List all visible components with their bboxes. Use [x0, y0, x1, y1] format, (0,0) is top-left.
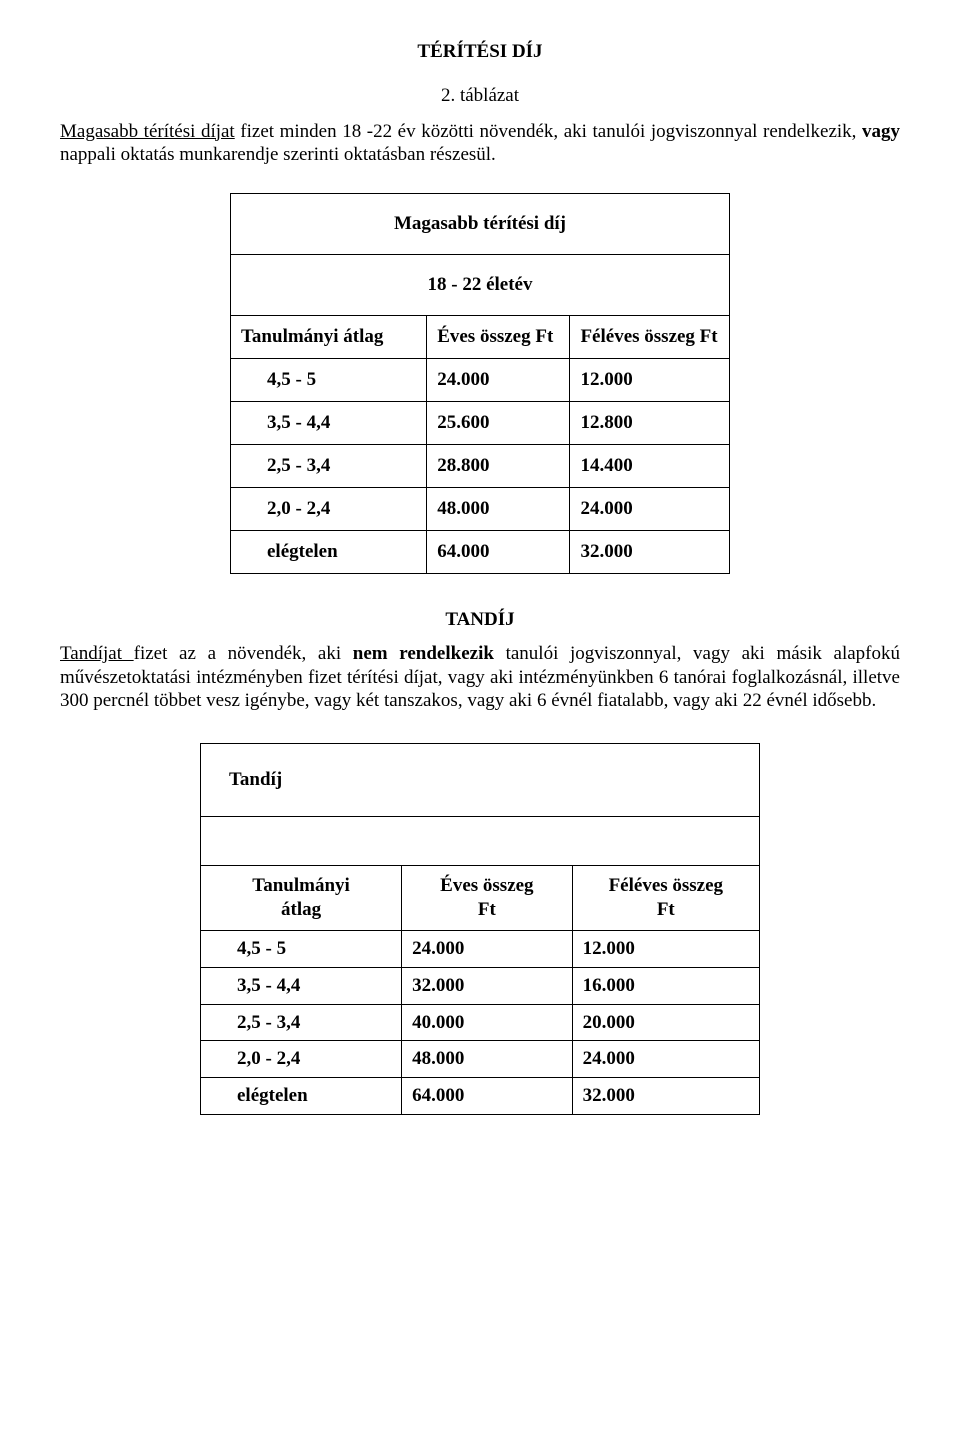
- table-row: 3,5 - 4,425.60012.800: [231, 402, 730, 445]
- intro-paragraph-1: Magasabb térítési díjat fizet minden 18 …: [60, 120, 900, 168]
- t1-r2c1: 2,5 - 3,4: [231, 445, 427, 488]
- t2-h3a: Féléves összeg: [609, 875, 723, 896]
- t2-h1: Tanulmányi átlag: [201, 866, 402, 931]
- t1-r0c2: 24.000: [427, 359, 570, 402]
- t1-r2c3: 14.400: [570, 445, 730, 488]
- page-title: TÉRÍTÉSI DÍJ: [60, 40, 900, 64]
- t2-r0c3: 12.000: [572, 931, 759, 968]
- fee-table-2: Tandíj Tanulmányi átlag Éves összeg Ft F…: [200, 743, 760, 1115]
- table2-wrap: Tandíj Tanulmányi átlag Éves összeg Ft F…: [60, 743, 900, 1115]
- t1-r4c1: elégtelen: [231, 531, 427, 574]
- intro2-plain1: fizet az a növendék, aki: [134, 643, 353, 664]
- table-row: 2,0 - 2,448.00024.000: [231, 488, 730, 531]
- table-row: 2,5 - 3,428.80014.400: [231, 445, 730, 488]
- table-row: 2,5 - 3,440.00020.000: [201, 1004, 760, 1041]
- t2-h2b: Ft: [478, 899, 496, 920]
- t2-r0c1: 4,5 - 5: [201, 931, 402, 968]
- t1-r0c1: 4,5 - 5: [231, 359, 427, 402]
- t2-r3c3: 24.000: [572, 1041, 759, 1078]
- table-row: 4,5 - 524.00012.000: [201, 931, 760, 968]
- t2-r1c2: 32.000: [402, 967, 573, 1004]
- t2-h1a: Tanulmányi: [252, 875, 350, 896]
- t2-caption: Tandíj: [201, 744, 760, 817]
- table-row: elégtelen64.00032.000: [231, 531, 730, 574]
- table-row: 3,5 - 4,432.00016.000: [201, 967, 760, 1004]
- intro1-bold: vagy: [862, 121, 900, 142]
- t2-h1b: átlag: [281, 899, 321, 920]
- intro1-tail: nappali oktatás munkarendje szerinti okt…: [60, 144, 496, 165]
- t1-r1c2: 25.600: [427, 402, 570, 445]
- table-row: 4,5 - 524.00012.000: [231, 359, 730, 402]
- t2-r4c1: elégtelen: [201, 1078, 402, 1115]
- t2-r4c3: 32.000: [572, 1078, 759, 1115]
- intro-paragraph-2: Tandíjat fizet az a növendék, aki nem re…: [60, 642, 900, 713]
- t2-h3b: Ft: [657, 899, 675, 920]
- t2-h2a: Éves összeg: [440, 875, 533, 896]
- t2-h2: Éves összeg Ft: [402, 866, 573, 931]
- intro1-mid: fizet minden 18 -22 év közötti növendék,…: [235, 121, 862, 142]
- t1-r4c2: 64.000: [427, 531, 570, 574]
- table1-wrap: Magasabb térítési díj 18 - 22 életév Tan…: [60, 193, 900, 574]
- page: TÉRÍTÉSI DÍJ 2. táblázat Magasabb téríté…: [0, 0, 960, 1209]
- t2-r0c2: 24.000: [402, 931, 573, 968]
- t1-h2: Éves összeg Ft: [427, 316, 570, 359]
- section-title-tandij: TANDÍJ: [60, 608, 900, 632]
- t2-r4c2: 64.000: [402, 1078, 573, 1115]
- intro2-underline: Tandíjat: [60, 643, 134, 664]
- t2-h3: Féléves összeg Ft: [572, 866, 759, 931]
- t1-r1c3: 12.800: [570, 402, 730, 445]
- table-row: 2,0 - 2,448.00024.000: [201, 1041, 760, 1078]
- intro1-underline: Magasabb térítési díjat: [60, 121, 235, 142]
- table-row: elégtelen64.00032.000: [201, 1078, 760, 1115]
- t2-r2c3: 20.000: [572, 1004, 759, 1041]
- t2-r1c1: 3,5 - 4,4: [201, 967, 402, 1004]
- t1-r0c3: 12.000: [570, 359, 730, 402]
- t1-h3: Féléves összeg Ft: [570, 316, 730, 359]
- t1-r3c1: 2,0 - 2,4: [231, 488, 427, 531]
- t1-r3c3: 24.000: [570, 488, 730, 531]
- t2-r3c1: 2,0 - 2,4: [201, 1041, 402, 1078]
- t1-r2c2: 28.800: [427, 445, 570, 488]
- t1-r4c3: 32.000: [570, 531, 730, 574]
- t2-r3c2: 48.000: [402, 1041, 573, 1078]
- t2-blank: [201, 817, 760, 866]
- t2-r1c3: 16.000: [572, 967, 759, 1004]
- t1-caption: Magasabb térítési díj: [231, 194, 730, 255]
- t2-r2c1: 2,5 - 3,4: [201, 1004, 402, 1041]
- fee-table-1: Magasabb térítési díj 18 - 22 életév Tan…: [230, 193, 730, 574]
- t1-r1c1: 3,5 - 4,4: [231, 402, 427, 445]
- t2-r2c2: 40.000: [402, 1004, 573, 1041]
- t1-r3c2: 48.000: [427, 488, 570, 531]
- t1-h1: Tanulmányi átlag: [231, 316, 427, 359]
- intro2-bold: nem rendelkezik: [353, 643, 494, 664]
- t1-age: 18 - 22 életév: [231, 255, 730, 316]
- table-number: 2. táblázat: [60, 84, 900, 108]
